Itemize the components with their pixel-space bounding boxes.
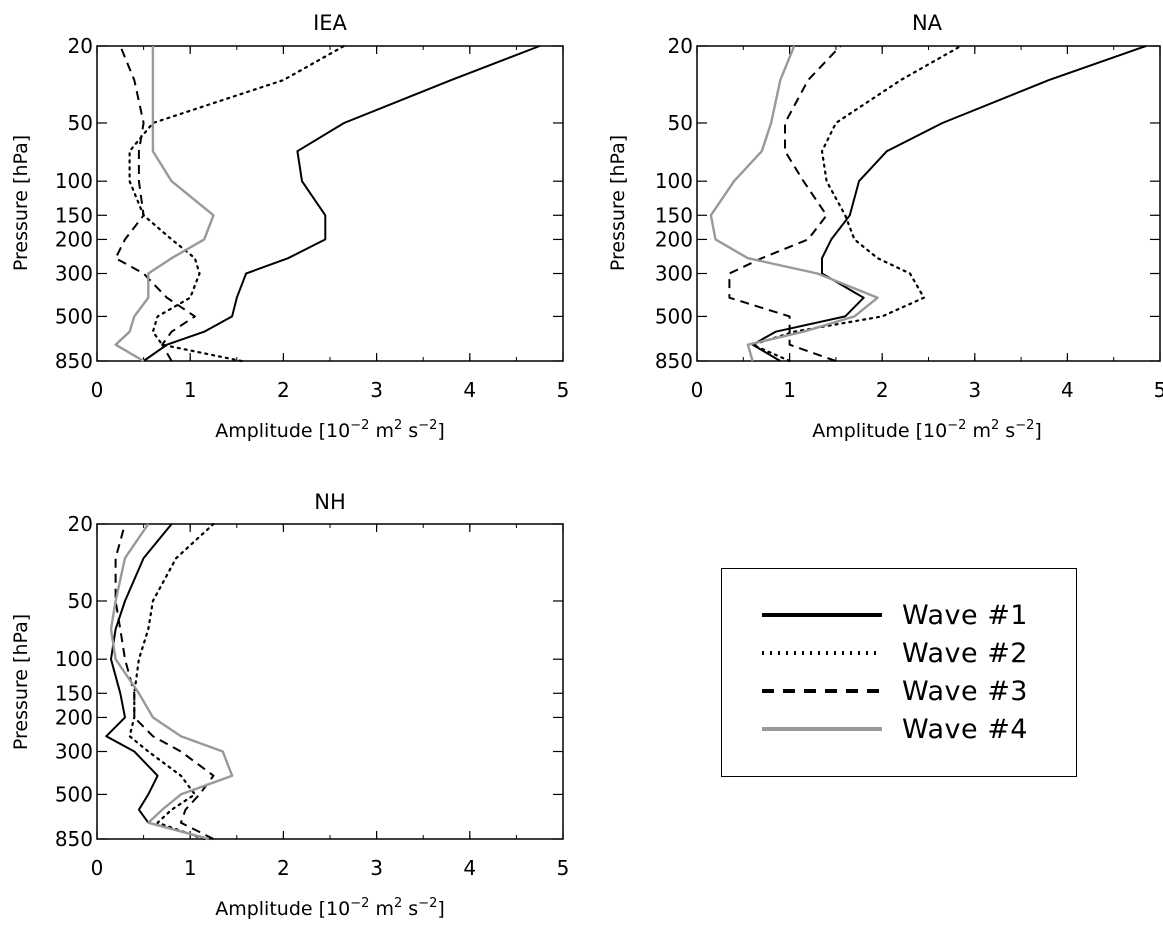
y-tick-label: 850 [55,349,93,373]
y-tick-label: 300 [55,262,93,286]
series-line-wave4 [114,46,215,363]
series-line-wave2 [128,522,215,841]
y-tick-label: 50 [68,589,93,613]
x-tick-label: 4 [1061,378,1074,402]
y-tick-label: 300 [655,262,693,286]
x-tick-label: 1 [184,856,197,880]
y-tick-label: 300 [55,740,93,764]
legend-label: Wave #3 [902,675,1028,707]
series-line-wave4 [709,45,879,362]
panel-title: IEA [313,11,347,35]
x-tick-label: 2 [277,856,290,880]
series-line-wave4 [109,523,234,841]
y-tick-label: 20 [68,512,93,536]
series-line-wave2 [128,44,346,363]
y-axis-label: Pressure [hPa] [10,135,32,271]
x-axis-label: Amplitude [10−2 m2 s−2] [812,418,1042,442]
y-tick-label: 200 [655,227,693,251]
x-tick-label: 0 [91,856,104,880]
y-tick-label: 150 [655,203,693,227]
legend-swatch-wave2 [762,651,882,655]
x-axis-label: Amplitude [10−2 m2 s−2] [215,418,445,442]
x-tick-label: 0 [691,378,704,402]
series-line-wave3 [728,45,842,362]
svg-text:Amplitude [10−2 m2 s−: Amplitude [10−2 m2 s−2] [812,418,1042,442]
legend-item-wave4: Wave #4 [762,711,1028,747]
panel-title: NH [314,490,346,514]
x-tick-label: 2 [876,378,889,402]
y-tick-label: 100 [655,169,693,193]
x-axis-label: Amplitude [10−2 m2 s−2] [215,896,445,920]
x-tick-label: 1 [783,378,796,402]
series-line-wave3 [114,45,196,362]
y-tick-label: 500 [655,304,693,328]
x-tick-label: 0 [91,378,104,402]
y-tick-label: 50 [668,111,693,135]
x-tick-label: 3 [370,378,383,402]
y-tick-label: 850 [655,349,693,373]
y-axis-label: Pressure [hPa] [10,614,32,750]
series-line-wave1 [143,45,541,362]
legend-swatch-wave1 [762,613,882,617]
x-tick-label: 4 [463,378,476,402]
legend-swatch-wave4 [762,727,882,731]
legend: Wave #1 Wave #2 Wave #3 Wave #4 [721,568,1077,777]
x-tick-label: 5 [557,856,570,880]
x-tick-label: 5 [1154,378,1163,402]
legend-item-wave1: Wave #1 [762,597,1028,633]
y-tick-label: 200 [55,705,93,729]
y-tick-label: 150 [55,681,93,705]
x-tick-label: 3 [370,856,383,880]
y-tick-label: 100 [55,169,93,193]
y-tick-label: 50 [68,111,93,135]
x-tick-label: 2 [277,378,290,402]
legend-swatch-wave3 [762,689,882,693]
legend-label: Wave #2 [902,637,1028,669]
series-line-wave1 [105,523,210,840]
legend-item-wave3: Wave #3 [762,673,1028,709]
plot-frame [696,45,1161,362]
x-tick-label: 3 [968,378,981,402]
plot-frame [96,45,564,362]
y-tick-label: 100 [55,647,93,671]
y-tick-label: 200 [55,227,93,251]
panel-title: NA [912,11,943,35]
legend-label: Wave #1 [902,599,1028,631]
svg-text:Amplitude [10−2 m2 s−: Amplitude [10−2 m2 s−2] [215,418,445,442]
series-line-wave3 [114,523,215,840]
y-tick-label: 150 [55,203,93,227]
y-tick-label: 850 [55,827,93,851]
x-tick-label: 5 [557,378,570,402]
y-tick-label: 500 [55,782,93,806]
svg-text:Amplitude [10−2 m2 s−: Amplitude [10−2 m2 s−2] [215,896,445,920]
y-tick-label: 500 [55,304,93,328]
y-axis-label: Pressure [hPa] [607,135,629,271]
x-tick-label: 1 [184,378,197,402]
y-tick-label: 20 [668,34,693,58]
y-tick-label: 20 [68,34,93,58]
x-tick-label: 4 [463,856,476,880]
plot-frame [96,523,564,840]
legend-item-wave2: Wave #2 [762,635,1028,671]
legend-label: Wave #4 [902,713,1028,745]
series-line-wave1 [751,45,1147,362]
